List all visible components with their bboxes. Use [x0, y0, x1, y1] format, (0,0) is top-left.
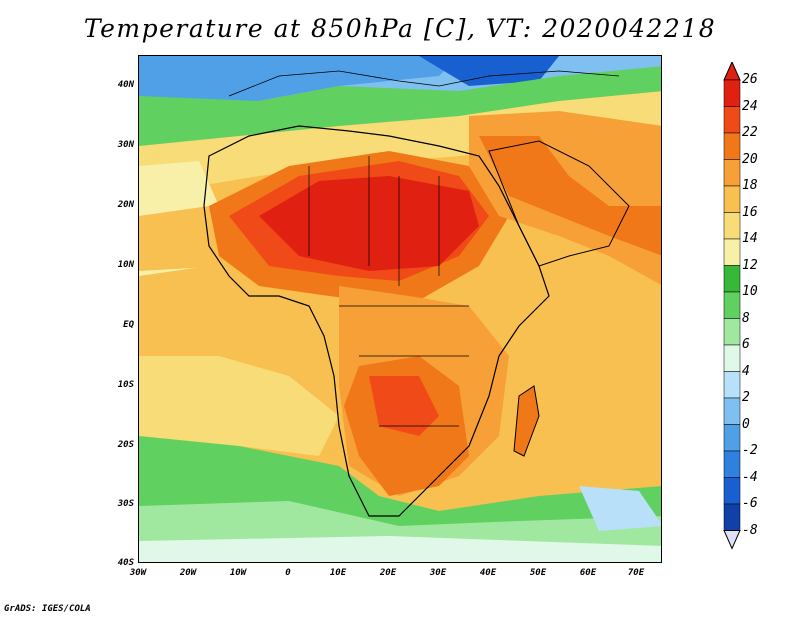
x-tick: 10W [229, 568, 247, 578]
y-tick: EQ [123, 320, 134, 330]
south-indian-cool [579, 486, 661, 531]
arabia-hot [479, 136, 661, 256]
x-tick: 20E [379, 568, 397, 578]
map-field [139, 56, 661, 562]
footer-credit: GrADS: IGES/COLA [4, 604, 91, 614]
colorbar-swatch [723, 291, 741, 319]
colorbar-swatch [723, 238, 741, 266]
madagascar [513, 385, 540, 457]
colorbar-top-arrow [723, 62, 741, 81]
colorbar-label: 26 [742, 72, 758, 87]
colorbar-label: -6 [742, 496, 758, 511]
colorbar-swatch [723, 106, 741, 134]
south-cold-edge [139, 536, 661, 562]
colorbar-label: -2 [742, 443, 758, 458]
y-tick: 20N [117, 200, 134, 210]
x-tick: 40E [479, 568, 497, 578]
europe-coastline [228, 70, 620, 97]
colorbar [723, 62, 741, 550]
mediterranean-cold [419, 56, 559, 86]
temperature-map [138, 55, 662, 563]
colorbar-swatch [723, 79, 741, 107]
colorbar-bottom-arrow [723, 530, 741, 550]
y-tick: 30N [117, 140, 134, 150]
colorbar-label: 20 [742, 151, 758, 167]
y-tick: 20S [117, 440, 134, 450]
africa-coastline [203, 125, 550, 517]
colorbar-swatch [723, 450, 741, 478]
colorbar-label: -8 [742, 522, 758, 538]
x-tick: 0 [285, 568, 291, 578]
colorbar-swatch [723, 318, 741, 346]
y-tick: 10N [117, 260, 134, 270]
colorbar-swatch [723, 371, 741, 399]
y-tick: 40S [117, 558, 134, 568]
colorbar-label: 22 [742, 125, 758, 140]
x-tick: 20W [179, 568, 197, 578]
colorbar-label: 18 [742, 178, 758, 193]
colorbar-swatch [723, 424, 741, 452]
y-tick: 10S [117, 380, 134, 390]
colorbar-swatch [723, 503, 741, 531]
colorbar-swatch [723, 132, 741, 160]
colorbar-label: 10 [742, 284, 758, 299]
x-tick: 60E [579, 568, 597, 578]
colorbar-swatch [723, 397, 741, 425]
colorbar-label: 8 [742, 310, 750, 326]
southern-africa-hot [369, 376, 439, 436]
x-tick: 30E [429, 568, 447, 578]
south-atlantic-cool [139, 356, 339, 456]
colorbar-swatch [723, 344, 741, 372]
colorbar-label: 12 [742, 257, 758, 273]
colorbar-label: 6 [742, 337, 750, 352]
colorbar-swatch [723, 212, 741, 240]
north-cold-core [139, 56, 459, 111]
colorbar-label: 16 [742, 204, 758, 220]
y-tick: 30S [117, 499, 134, 509]
colorbar-label: 0 [742, 416, 750, 432]
colorbar-label: -4 [742, 469, 758, 485]
colorbar-swatch [723, 159, 741, 187]
colorbar-label: 2 [742, 390, 750, 405]
colorbar-swatch [723, 185, 741, 213]
x-tick: 50E [529, 568, 547, 578]
y-tick: 40N [117, 80, 134, 90]
colorbar-swatch [723, 265, 741, 293]
colorbar-label: 4 [742, 363, 750, 379]
country-borders [308, 156, 469, 427]
map-title: Temperature at 850hPa [C], VT: 202004221… [83, 14, 717, 43]
colorbar-swatch [723, 477, 741, 505]
x-tick: 70E [627, 568, 645, 578]
x-tick: 10E [329, 568, 347, 578]
colorbar-label: 14 [742, 231, 758, 246]
colorbar-label: 24 [742, 98, 758, 114]
arabia-coastline [488, 140, 630, 267]
x-tick: 30W [129, 568, 147, 578]
